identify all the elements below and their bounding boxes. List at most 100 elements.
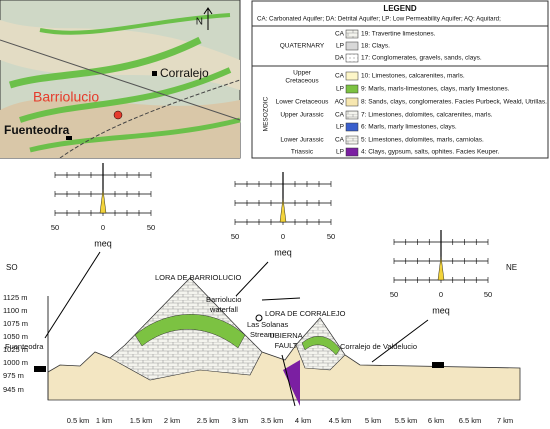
elevation-label: 1050 m bbox=[3, 332, 28, 341]
elevation-label: 945 m bbox=[3, 385, 24, 394]
legend-swatch bbox=[345, 135, 359, 145]
group-label: MESOZOIC bbox=[263, 96, 270, 131]
legend-swatch bbox=[345, 147, 359, 157]
legend-code: LP bbox=[336, 149, 344, 156]
marl-band bbox=[301, 336, 341, 356]
legend-abbrev: CA: Carbonated Aquifer; DA: Detrital Aqu… bbox=[257, 16, 501, 23]
cross-section bbox=[34, 251, 521, 407]
town-marker bbox=[66, 136, 72, 140]
direction-label: SO bbox=[6, 263, 18, 272]
tick-label: 50 bbox=[147, 223, 155, 232]
legend-title: LEGEND bbox=[383, 4, 417, 13]
north-arrow bbox=[203, 7, 213, 30]
legend-code: CA bbox=[335, 112, 345, 119]
elevation-label: 1025 m bbox=[3, 345, 28, 354]
road bbox=[0, 39, 241, 121]
period-label: Upper bbox=[293, 70, 312, 77]
legend-text: 9: Marls, marls-limestones, clays, marly… bbox=[361, 86, 510, 93]
distance-label: 2.5 km bbox=[197, 416, 220, 425]
outcrop bbox=[8, 36, 202, 89]
legend-text: 8: Sands, clays, conglomerates. Facies P… bbox=[361, 99, 547, 106]
legend-swatch bbox=[345, 29, 359, 39]
elevation-label: 1125 m bbox=[3, 293, 27, 302]
town-marker bbox=[152, 71, 157, 76]
legend-text: 18: Clays. bbox=[361, 43, 390, 50]
arrow bbox=[44, 251, 101, 339]
legend-swatch bbox=[345, 97, 359, 107]
unit-label: meq bbox=[274, 247, 292, 257]
section-label: UBIERNA bbox=[269, 331, 302, 340]
tick-label: 50 bbox=[390, 290, 398, 299]
period-label: Cretaceous bbox=[285, 78, 319, 85]
elevation-label: 1075 m bbox=[3, 319, 28, 328]
tick-label: 50 bbox=[484, 290, 492, 299]
legend-swatch bbox=[345, 122, 359, 132]
waterfall-marker bbox=[255, 314, 263, 322]
tick-label: 50 bbox=[51, 223, 59, 232]
legend-code: CA bbox=[335, 137, 345, 144]
tick-label: 0 bbox=[101, 223, 105, 232]
direction-label: NE bbox=[506, 263, 517, 272]
arrow bbox=[371, 319, 429, 363]
north-label: N bbox=[196, 17, 203, 28]
distance-label: 3.5 km bbox=[261, 416, 284, 425]
section-label: waterfall bbox=[209, 305, 238, 314]
elevation-label: 1000 m bbox=[3, 358, 28, 367]
fault bbox=[59, 79, 241, 159]
elevation-label: 1100 m bbox=[3, 306, 27, 315]
section-label: Stream bbox=[250, 330, 274, 339]
legend-text: 10: Limestones, calcarenites, marls. bbox=[361, 73, 465, 80]
arrow bbox=[261, 297, 301, 301]
section-label: LORA DE BARRIOLUCIO bbox=[155, 273, 241, 282]
legend-text: 4: Clays, gypsum, salts, ophites. Facies… bbox=[361, 149, 500, 156]
tick-label: 50 bbox=[327, 232, 335, 241]
distance-label: 4.5 km bbox=[329, 416, 352, 425]
period-label: Upper Jurassic bbox=[280, 112, 324, 119]
elevation-label: 975 m bbox=[3, 371, 24, 380]
arrow bbox=[235, 261, 269, 297]
legend-swatch bbox=[345, 41, 359, 51]
stiff-shape bbox=[279, 197, 287, 223]
section-label: Las Solanas bbox=[247, 320, 289, 329]
keuper-clays bbox=[283, 360, 300, 406]
section-label: LORA DE CORRALEJO bbox=[265, 309, 346, 318]
distance-label: 3 km bbox=[232, 416, 248, 425]
distance-label: 4 km bbox=[295, 416, 311, 425]
legend-text: 5: Limestones, dolomites, marls, carniol… bbox=[361, 137, 484, 144]
tick-label: 0 bbox=[439, 290, 443, 299]
place-label: Barriolucio bbox=[33, 89, 99, 105]
distance-label: 6 km bbox=[428, 416, 444, 425]
tick-label: 0 bbox=[281, 232, 285, 241]
distance-label: 2 km bbox=[164, 416, 180, 425]
village bbox=[34, 366, 46, 372]
legend-text: 7: Limestones, dolomites, calcarenites, … bbox=[361, 112, 493, 119]
legend-code: LP bbox=[336, 43, 344, 50]
period-label: Triassic bbox=[291, 149, 314, 156]
stiff-shape bbox=[437, 255, 445, 281]
section-label: Fuenteodra bbox=[5, 342, 44, 351]
place-label: Corralejo bbox=[160, 66, 209, 80]
place-label: Fuenteodra bbox=[4, 123, 70, 137]
distance-label: 5 km bbox=[365, 416, 381, 425]
tick-label: 50 bbox=[231, 232, 239, 241]
legend-swatch bbox=[345, 53, 359, 63]
map bbox=[0, 0, 241, 159]
legend-swatch bbox=[345, 84, 359, 94]
distance-label: 5.5 km bbox=[395, 416, 418, 425]
distance-label: 7 km bbox=[497, 416, 513, 425]
outcrop bbox=[19, 67, 232, 123]
distance-label: 6.5 km bbox=[459, 416, 482, 425]
legend-code: LP bbox=[336, 86, 344, 93]
legend-swatch bbox=[345, 110, 359, 120]
legend-code: DA bbox=[335, 55, 345, 62]
legend-swatch bbox=[345, 71, 359, 81]
section-label: FAULT bbox=[275, 341, 298, 350]
marl-band bbox=[134, 314, 246, 349]
outcrop bbox=[29, 117, 241, 153]
period-label: Lower Jurassic bbox=[280, 137, 324, 144]
unit-label: meq bbox=[94, 238, 112, 248]
stiff-shape bbox=[99, 188, 107, 214]
outcrop bbox=[39, 13, 231, 35]
section-label: Barriolucio bbox=[206, 295, 241, 304]
